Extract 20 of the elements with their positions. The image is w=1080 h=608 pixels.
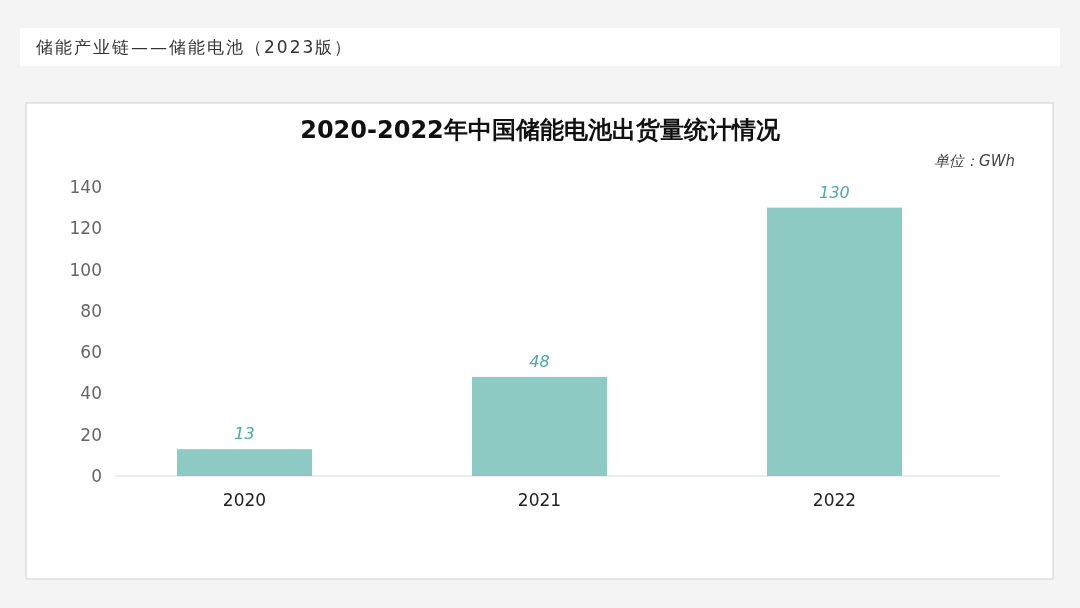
- chart-title: 2020-2022年中国储能电池出货量统计情况: [300, 116, 781, 144]
- y-tick-label: 20: [80, 424, 102, 445]
- x-tick-label: 2020: [222, 490, 267, 510]
- bar: [177, 449, 312, 476]
- bar: [767, 207, 902, 476]
- y-tick-label: 40: [80, 383, 102, 404]
- y-tick-label: 100: [69, 259, 102, 280]
- y-tick-label: 0: [91, 466, 102, 486]
- text: 储能产业链——储能电池（2023版）: [36, 37, 354, 57]
- y-tick-label: 60: [80, 342, 102, 363]
- data-label: 130: [819, 182, 850, 202]
- data-label: 48: [529, 351, 550, 371]
- x-tick-label: 2022: [812, 490, 857, 510]
- y-tick-label: 80: [80, 300, 102, 321]
- data-label: 13: [234, 424, 255, 444]
- y-tick-label: 140: [69, 177, 102, 197]
- bar: [472, 376, 607, 476]
- x-tick-label: 2021: [517, 490, 562, 510]
- y-axis-title: 单位：GWh: [934, 152, 1015, 170]
- y-tick-label: 120: [69, 218, 102, 239]
